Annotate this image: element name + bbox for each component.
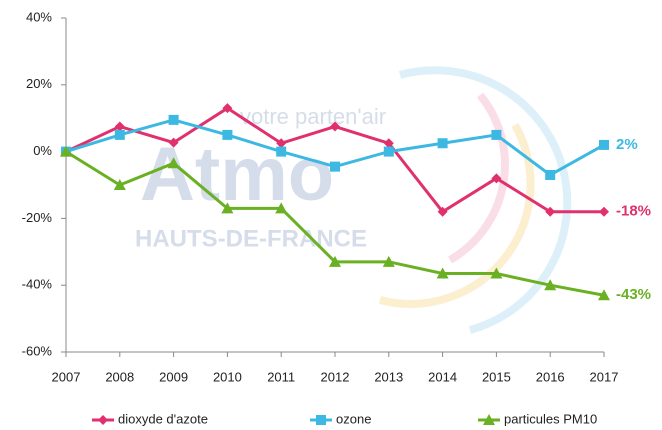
point — [221, 202, 234, 214]
x-tick-label: 2012 — [321, 369, 350, 384]
y-tick-label: 40% — [26, 9, 52, 24]
point — [114, 121, 125, 132]
x-tick-label: 2010 — [213, 369, 242, 384]
x-tick-label: 2015 — [482, 369, 511, 384]
point — [275, 202, 288, 214]
watermark-region: HAUTS-DE-FRANCE — [135, 225, 367, 252]
point — [598, 289, 610, 301]
point — [599, 139, 609, 150]
end-label: -18% — [616, 203, 651, 220]
y-tick-label: -20% — [22, 210, 53, 225]
point — [222, 103, 233, 114]
x-tick-label: 2014 — [428, 369, 457, 384]
point — [491, 173, 502, 184]
point — [222, 129, 233, 140]
watermark: votre parten'air Atmo HAUTS-DE-FRANCE — [135, 66, 572, 334]
point — [113, 179, 126, 190]
x-tick-label: 2009 — [159, 369, 188, 384]
point — [490, 267, 503, 279]
y-tick-label: 20% — [26, 76, 52, 91]
x-tick-label: 2011 — [267, 369, 295, 384]
legend-label: particules PM10 — [504, 411, 597, 426]
legend-label: dioxyde d'azote — [118, 411, 208, 426]
point — [545, 206, 556, 217]
watermark-arc — [447, 92, 509, 264]
point — [545, 169, 556, 180]
point — [330, 161, 340, 172]
point — [168, 137, 179, 148]
point — [329, 255, 341, 267]
y-tick-label: 0% — [33, 143, 52, 158]
point — [382, 255, 395, 267]
legend-label: ozone — [336, 411, 371, 426]
watermark-tagline: votre parten'air — [240, 104, 386, 129]
point — [168, 114, 179, 125]
point — [436, 267, 449, 279]
point — [114, 129, 125, 140]
point — [167, 157, 180, 169]
legend-marker — [483, 414, 495, 425]
legend-marker — [316, 415, 326, 425]
point — [383, 146, 394, 157]
watermark-arc — [378, 123, 535, 308]
end-label: -43% — [616, 286, 651, 303]
end-label: 2% — [616, 136, 638, 153]
point — [544, 279, 557, 291]
x-tick-label: 2013 — [374, 369, 403, 384]
legend-marker — [98, 415, 108, 425]
point — [491, 129, 502, 140]
watermark-arc — [398, 66, 572, 334]
x-tick-label: 2016 — [536, 369, 565, 384]
y-tick-label: -60% — [22, 343, 53, 358]
point — [330, 121, 340, 132]
point — [60, 145, 72, 157]
x-tick-label: 2007 — [52, 369, 81, 384]
x-tick-label: 2017 — [590, 369, 619, 384]
point — [437, 138, 448, 149]
point — [276, 138, 287, 149]
x-tick-label: 2008 — [105, 369, 134, 384]
point — [383, 138, 394, 149]
y-tick-label: -40% — [22, 277, 53, 292]
point — [599, 206, 609, 217]
watermark-name: Atmo — [140, 132, 334, 217]
point — [437, 206, 448, 217]
point — [276, 146, 287, 157]
